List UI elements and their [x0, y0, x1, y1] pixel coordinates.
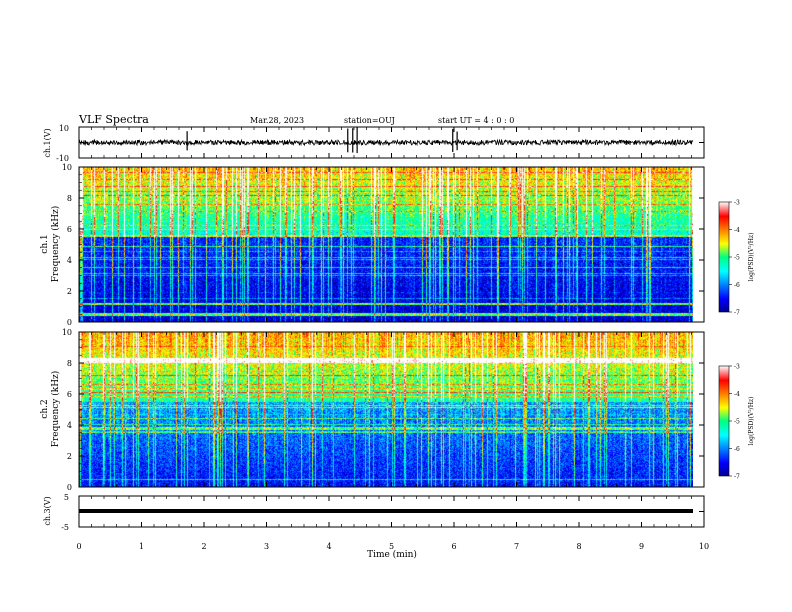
ch2-spectrogram-ylabel-frequency: Frequency (kHz) [50, 371, 61, 448]
ch1-waveform-trace [79, 127, 694, 154]
ch2-colorbar-ticks: -3 -4 -5 -6 -7 [729, 364, 740, 481]
ch1-colorbar-tick-label: -7 [734, 310, 740, 317]
x-tick-label: 4 [326, 542, 331, 551]
ch3-waveform-ytick-top: 5 [64, 493, 69, 502]
ch2-spectrogram-ytick-label: 4 [67, 421, 72, 430]
x-tick-label: 6 [451, 542, 456, 551]
ch1-colorbar-gradient [718, 201, 730, 313]
ch1-waveform-ytick-bottom: -10 [56, 154, 69, 163]
ch2-colorbar-tick-label: -4 [734, 391, 740, 398]
figure-date: Mar.28, 2023 [250, 116, 304, 125]
ch2-spectrogram-ytick-label: 8 [67, 359, 72, 368]
ch1-spectrogram-ylabel-frequency: Frequency (kHz) [50, 206, 61, 283]
ch2-spectrogram-image [79, 332, 693, 487]
panel-ch3-waveform: 5 -5 ch.3(V) [43, 493, 705, 532]
figure-station: station=OUJ [344, 116, 395, 125]
ch1-spectrogram-ytick-label: 2 [67, 287, 72, 296]
ch2-colorbar-gradient [718, 365, 730, 477]
ch1-spectrogram-ytick-label: 0 [67, 318, 72, 327]
ch1-waveform-ylabel: ch.1(V) [43, 128, 52, 157]
x-tick-label: 10 [699, 542, 709, 551]
ch2-colorbar-tick-label: -7 [734, 474, 740, 481]
x-tick-label: 3 [264, 542, 269, 551]
x-tick-label: 1 [139, 542, 144, 551]
ch2-colorbar: -3 -4 -5 -6 -7 log(PSD)(V²/Hz) [718, 364, 755, 481]
figure-start-time: start UT = 4 : 0 : 0 [438, 116, 514, 125]
x-tick-label: 8 [576, 542, 581, 551]
ch1-spectrogram-image [79, 167, 693, 322]
ch2-colorbar-tick-label: -5 [734, 419, 740, 426]
ch1-spectrogram-ytick-labels: 0 2 4 6 8 10 [62, 163, 72, 327]
panel-ch1-spectrogram: 0 2 4 6 8 10 ch.1 Frequency (kHz) [40, 163, 705, 327]
ch1-colorbar-tick-label: -6 [734, 282, 740, 289]
x-axis-label: Time (min) [367, 549, 417, 560]
x-tick-label: 0 [76, 542, 81, 551]
ch2-spectrogram-ytick-label: 10 [62, 328, 72, 337]
ch1-spectrogram-ytick-label: 6 [67, 225, 72, 234]
ch3-waveform-ticks [78, 495, 705, 528]
ch1-colorbar: -3 -4 -5 -6 -7 log(PSD)(V²/Hz) [718, 200, 755, 317]
ch1-colorbar-tick-label: -5 [734, 255, 740, 262]
ch3-waveform-ytick-bottom: -5 [61, 523, 69, 532]
ch1-colorbar-label: log(PSD)(V²/Hz) [748, 233, 755, 282]
ch1-spectrogram-ylabel-channel: ch.1 [40, 234, 50, 253]
ch2-spectrogram-ytick-label: 2 [67, 452, 72, 461]
x-tick-label: 2 [201, 542, 206, 551]
ch2-spectrogram-ytick-label: 6 [67, 390, 72, 399]
ch1-waveform-ticks [78, 126, 705, 159]
ch2-spectrogram-ytick-labels: 0 2 4 6 8 10 [62, 328, 72, 492]
ch1-spectrogram-ytick-label: 8 [67, 194, 72, 203]
ch2-spectrogram-ticks [78, 331, 705, 488]
figure-title: VLF Spectra [78, 113, 149, 126]
x-tick-label: 7 [514, 542, 519, 551]
ch2-colorbar-tick-label: -6 [734, 446, 740, 453]
x-tick-label: 9 [639, 542, 644, 551]
ch3-waveform-ylabel: ch.3(V) [43, 496, 52, 525]
panel-ch2-spectrogram: 0 2 4 6 8 10 ch.2 Frequency (kHz) [40, 328, 705, 492]
ch3-waveform-trace [79, 509, 693, 513]
ch1-waveform-ytick-top: 10 [59, 124, 69, 133]
panel-ch1-waveform: 10 -10 ch.1(V) [43, 124, 705, 163]
ch2-colorbar-label: log(PSD)(V²/Hz) [748, 397, 755, 446]
ch1-colorbar-ticks: -3 -4 -5 -6 -7 [729, 200, 740, 317]
ch1-colorbar-tick-label: -4 [734, 227, 740, 234]
ch2-colorbar-tick-label: -3 [734, 364, 740, 371]
ch1-waveform-line [79, 138, 694, 147]
x-axis-tick-labels: 0 1 2 3 4 5 6 7 8 9 10 [76, 542, 709, 551]
ch1-spectrogram-ytick-label: 4 [67, 256, 72, 265]
ch2-spectrogram-ylabel-channel: ch.2 [40, 399, 50, 418]
ch1-spectrogram-ticks [78, 166, 705, 323]
ch1-spectrogram-ytick-label: 10 [62, 163, 72, 172]
ch2-spectrogram-ytick-label: 0 [67, 483, 72, 492]
ch1-colorbar-tick-label: -3 [734, 200, 740, 207]
x-tick-label: 5 [389, 542, 394, 551]
